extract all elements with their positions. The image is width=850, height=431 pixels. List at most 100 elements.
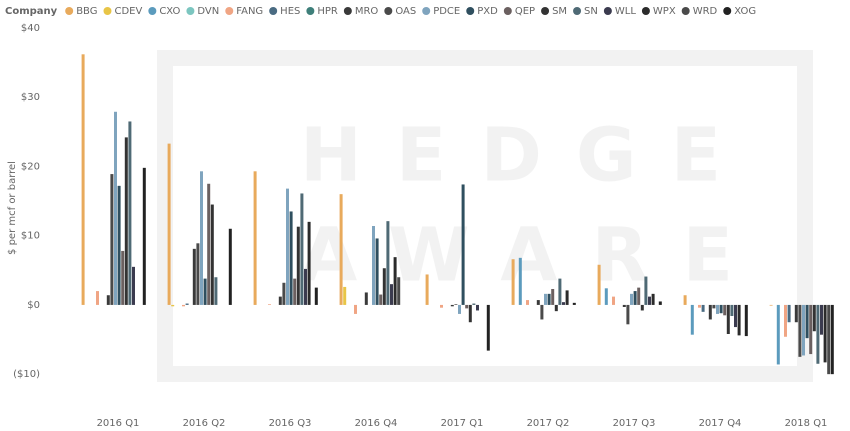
bar	[744, 304, 748, 337]
legend-label: OAS	[395, 6, 416, 17]
bar	[630, 293, 633, 305]
bar	[386, 221, 390, 305]
bar	[472, 303, 476, 305]
legend-swatch	[541, 7, 550, 15]
bar	[110, 174, 114, 305]
legend-swatch	[422, 7, 431, 15]
bar	[658, 301, 662, 305]
bar	[96, 291, 99, 305]
bar	[708, 304, 712, 320]
x-tick-label: 2017 Q1	[441, 418, 484, 429]
legend-title: Company	[5, 6, 58, 17]
bar	[716, 304, 719, 314]
bar	[364, 292, 368, 305]
bar	[597, 264, 601, 305]
legend-swatch	[384, 7, 393, 15]
bar	[476, 304, 479, 311]
legend-swatch	[65, 7, 74, 15]
bar	[633, 291, 637, 305]
bar	[293, 278, 297, 305]
legend-swatch	[225, 7, 234, 15]
legend-swatch	[723, 7, 732, 15]
bar	[214, 277, 218, 305]
bar	[526, 300, 529, 305]
bar	[296, 226, 300, 305]
bar	[450, 304, 454, 307]
bar	[827, 304, 831, 375]
bar	[794, 304, 798, 323]
bar	[182, 304, 185, 307]
bar	[683, 295, 687, 305]
bar	[712, 304, 716, 309]
bar	[425, 274, 429, 305]
bar	[121, 250, 125, 305]
legend-label: CXO	[159, 6, 180, 17]
bar	[343, 286, 347, 305]
bar	[286, 188, 289, 305]
bar	[167, 143, 171, 305]
legend-label: SN	[584, 6, 598, 17]
bar	[798, 304, 802, 357]
bar	[454, 304, 458, 305]
bar	[511, 259, 515, 305]
bar	[812, 304, 816, 332]
bar	[171, 304, 175, 307]
x-tick-label: 2017 Q2	[527, 418, 570, 429]
bar	[468, 304, 472, 323]
bar	[637, 287, 641, 305]
bar	[769, 304, 773, 306]
bar	[289, 211, 293, 305]
bar	[544, 293, 547, 305]
bar	[830, 304, 834, 375]
bar	[734, 304, 737, 328]
bar	[648, 296, 651, 305]
bar	[572, 302, 576, 305]
legend-label: CDEV	[114, 6, 142, 17]
bar	[701, 304, 705, 312]
bar	[185, 303, 189, 305]
legend-label: FANG	[236, 6, 263, 17]
bar	[723, 304, 727, 316]
bar	[228, 228, 232, 305]
bar	[486, 304, 490, 351]
x-tick-label: 2016 Q4	[355, 418, 398, 429]
watermark: HEDGE	[300, 113, 755, 199]
bar	[726, 304, 730, 334]
x-tick-label: 2016 Q3	[269, 418, 312, 429]
legend-label: BBG	[76, 6, 97, 17]
watermark-frame	[157, 50, 813, 382]
bar	[210, 204, 214, 305]
bar	[465, 304, 469, 309]
bar	[339, 194, 343, 305]
legend-label: WRD	[693, 6, 718, 17]
bar	[612, 296, 615, 305]
legend-label: WPX	[653, 6, 676, 17]
bar	[314, 287, 318, 305]
bar	[200, 171, 203, 305]
legend-label: HES	[280, 6, 300, 17]
legend-swatch	[503, 7, 512, 15]
legend-label: XOG	[734, 6, 756, 17]
bar	[128, 121, 132, 305]
bar	[554, 304, 558, 312]
y-tick-label: $0	[27, 300, 40, 311]
bar	[268, 304, 271, 305]
legend-swatch	[103, 7, 112, 15]
bar	[393, 257, 397, 305]
legend-swatch	[573, 7, 582, 15]
bar	[282, 282, 286, 305]
bar	[562, 302, 565, 305]
legend-label: QEP	[515, 6, 535, 17]
bar	[390, 284, 393, 305]
bar	[604, 288, 608, 305]
legend-swatch	[306, 7, 315, 15]
x-tick-label: 2018 Q1	[785, 418, 828, 429]
bar	[626, 304, 630, 325]
y-tick-label: $30	[21, 92, 40, 103]
x-tick-label: 2017 Q3	[613, 418, 656, 429]
bar	[117, 185, 121, 305]
bar	[640, 304, 644, 311]
bar	[196, 243, 200, 305]
bar	[440, 304, 443, 308]
